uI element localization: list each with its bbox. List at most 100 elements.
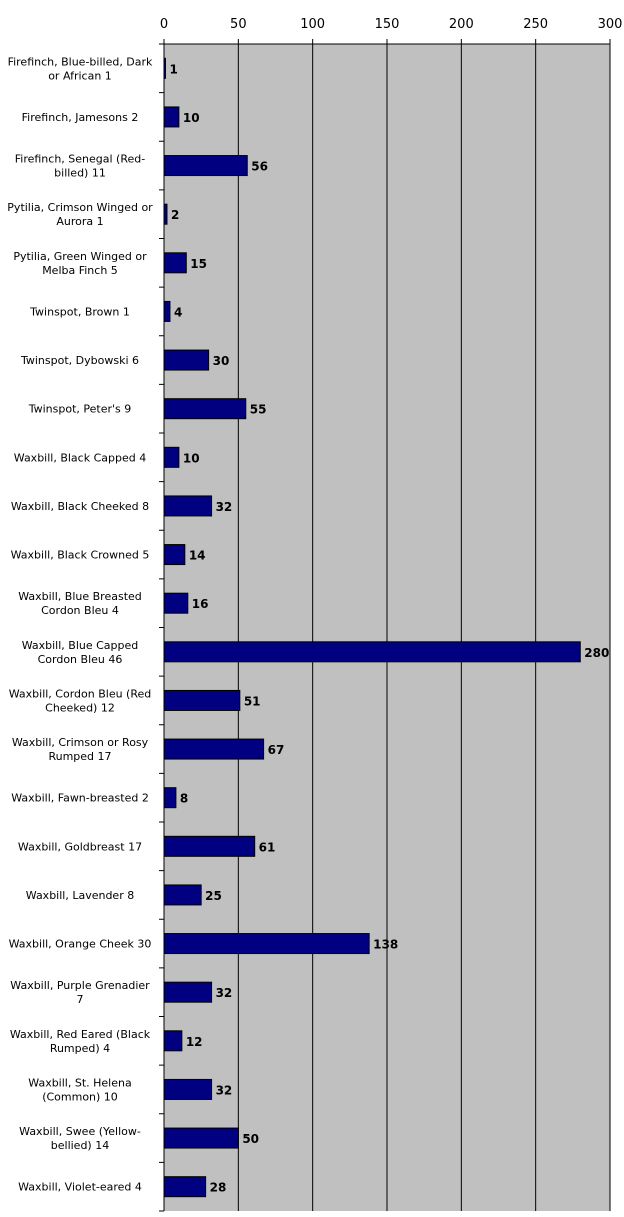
- category-label-line: Waxbill, Fawn-breasted 2: [11, 792, 149, 805]
- category-label-line: Waxbill, Goldbreast 17: [18, 840, 142, 853]
- category-label-line: Twinspot, Dybowski 6: [20, 354, 139, 367]
- data-label: 32: [216, 500, 233, 514]
- bar: [163, 544, 186, 566]
- category-label: Twinspot, Brown 1: [29, 305, 130, 318]
- bar: [163, 446, 180, 468]
- category-label: Firefinch, Blue-billed, Dark or African 1: [8, 55, 153, 82]
- category-label-line: Firefinch, Senegal (Red-: [15, 153, 146, 166]
- category-label-line: or African 1: [48, 69, 112, 82]
- x-tick-label: 250: [523, 17, 548, 32]
- x-tick-label: 300: [598, 17, 623, 32]
- category-label: Waxbill, Cordon Bleu (Red Cheeked) 12: [9, 687, 152, 714]
- category-label: Waxbill, Blue Breasted Cordon Bleu 4: [18, 590, 142, 617]
- data-label: 25: [205, 889, 222, 903]
- data-label: 10: [183, 111, 200, 125]
- x-tick-label: 0: [160, 17, 168, 32]
- data-label: 55: [250, 403, 267, 417]
- gridlines: [237, 44, 611, 1211]
- category-label: Waxbill, Fawn-breasted 2: [11, 792, 149, 805]
- data-label: 4: [174, 305, 182, 319]
- category-label: Pytilia, Crimson Winged or Aurora 1: [7, 201, 153, 228]
- category-label-line: Pytilia, Green Winged or: [13, 250, 147, 263]
- bar: [163, 592, 189, 614]
- category-label-line: Aurora 1: [56, 215, 103, 228]
- category-label: Firefinch, Jamesons 2: [22, 111, 139, 124]
- data-label: 14: [189, 549, 206, 563]
- x-tick-label: 200: [449, 17, 474, 32]
- category-label: Waxbill, Black Crowned 5: [11, 549, 150, 562]
- category-labels: Firefinch, Blue-billed, Dark or African 1…: [7, 55, 153, 1193]
- category-label-line: Cordon Bleu 4: [41, 604, 119, 617]
- category-label: Waxbill, Goldbreast 17: [18, 840, 142, 853]
- data-label: 32: [216, 1083, 233, 1097]
- category-label: Waxbill, Swee (Yellow-bellied) 14: [19, 1125, 141, 1152]
- category-label: Twinspot, Dybowski 6: [20, 354, 139, 367]
- category-label-line: Waxbill, Lavender 8: [26, 889, 134, 902]
- category-label: Waxbill, Orange Cheek 30: [9, 938, 152, 951]
- category-label-line: bellied) 14: [51, 1139, 109, 1152]
- category-label-line: Waxbill, Red Eared (Black: [10, 1028, 151, 1041]
- category-label: Waxbill, Black Cheeked 8: [11, 500, 149, 513]
- data-label: 15: [190, 257, 207, 271]
- bar: [163, 106, 180, 128]
- category-label-line: billed) 11: [54, 167, 106, 180]
- bar: [163, 252, 187, 274]
- bar: [163, 1078, 213, 1100]
- bar: [163, 349, 210, 371]
- category-label: Waxbill, Lavender 8: [26, 889, 134, 902]
- category-label-line: Waxbill, Crimson or Rosy: [12, 736, 149, 749]
- data-label: 10: [183, 451, 200, 465]
- category-label-line: Pytilia, Crimson Winged or: [7, 201, 153, 214]
- category-label-line: Melba Finch 5: [42, 264, 118, 277]
- data-labels: 1105621543055103214162805167861251383212…: [169, 62, 609, 1194]
- data-label: 61: [259, 840, 276, 854]
- category-label-line: Waxbill, St. Helena: [28, 1076, 131, 1089]
- x-tick-label: 50: [230, 17, 247, 32]
- category-label-line: Waxbill, Black Capped 4: [14, 451, 146, 464]
- category-label-line: Rumped) 4: [50, 1042, 110, 1055]
- bar: [163, 1127, 239, 1149]
- category-label: Waxbill, Blue Capped Cordon Bleu 46: [22, 639, 139, 666]
- x-axis-ticks: 0 50 100 150 200 250 300: [160, 17, 623, 44]
- data-label: 32: [216, 986, 233, 1000]
- category-label-line: Cheeked) 12: [45, 701, 115, 714]
- category-label: Twinspot, Peter's 9: [28, 403, 132, 416]
- category-label: Pytilia, Green Winged or Melba Finch 5: [13, 250, 147, 277]
- data-label: 12: [186, 1035, 203, 1049]
- data-label: 30: [213, 354, 230, 368]
- category-label: Waxbill, Crimson or Rosy Rumped 17: [12, 736, 149, 763]
- data-label: 67: [268, 743, 285, 757]
- category-label-line: Waxbill, Cordon Bleu (Red: [9, 687, 152, 700]
- category-label: Waxbill, Violet-eared 4: [18, 1181, 142, 1194]
- category-label-line: Twinspot, Peter's 9: [28, 403, 132, 416]
- category-label: Firefinch, Senegal (Red-billed) 11: [15, 153, 146, 180]
- bar: [163, 787, 177, 809]
- category-label: Waxbill, Purple Grenadier 7: [10, 979, 150, 1006]
- bar: [163, 398, 247, 420]
- category-label-line: Waxbill, Black Cheeked 8: [11, 500, 149, 513]
- category-label-line: Twinspot, Brown 1: [29, 305, 130, 318]
- category-label-line: Waxbill, Violet-eared 4: [18, 1181, 142, 1194]
- bar: [163, 835, 256, 857]
- category-label-line: Waxbill, Orange Cheek 30: [9, 938, 152, 951]
- category-label-line: Waxbill, Purple Grenadier: [10, 979, 150, 992]
- category-label-line: Cordon Bleu 46: [38, 653, 123, 666]
- bar: [163, 981, 213, 1003]
- data-label: 138: [373, 938, 398, 952]
- category-label-line: Waxbill, Blue Breasted: [18, 590, 142, 603]
- category-label-line: Waxbill, Black Crowned 5: [11, 549, 150, 562]
- data-label: 2: [171, 208, 179, 222]
- bar: [163, 1030, 183, 1052]
- x-tick-label: 100: [300, 17, 325, 32]
- bar: [163, 738, 265, 760]
- category-label: Waxbill, St. Helena (Common) 10: [28, 1076, 131, 1103]
- category-label-line: Rumped 17: [48, 750, 111, 763]
- bar: [163, 933, 370, 955]
- bar: [163, 1176, 207, 1198]
- bar: [163, 155, 248, 177]
- category-label-line: 7: [77, 993, 84, 1006]
- data-label: 16: [192, 597, 209, 611]
- bar: [163, 689, 241, 711]
- data-label: 51: [244, 694, 261, 708]
